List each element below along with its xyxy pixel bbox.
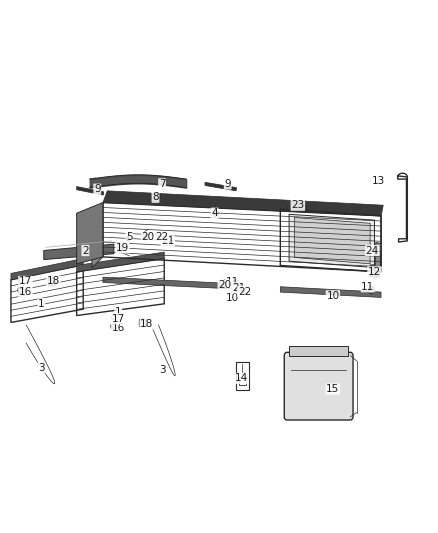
Circle shape — [111, 322, 117, 330]
Text: 18: 18 — [140, 319, 153, 329]
Polygon shape — [103, 191, 383, 216]
Circle shape — [164, 238, 167, 243]
Circle shape — [155, 193, 160, 199]
Text: 9: 9 — [94, 184, 101, 194]
Polygon shape — [92, 203, 103, 268]
Circle shape — [126, 237, 130, 241]
Circle shape — [236, 286, 239, 290]
Polygon shape — [11, 259, 83, 280]
Circle shape — [368, 286, 374, 294]
Text: 5: 5 — [126, 232, 133, 242]
Text: 19: 19 — [116, 243, 129, 253]
Text: 4: 4 — [211, 208, 218, 218]
Text: 11: 11 — [226, 278, 239, 287]
Text: 15: 15 — [326, 384, 339, 394]
Text: 3: 3 — [38, 363, 45, 373]
FancyBboxPatch shape — [139, 319, 146, 327]
FancyBboxPatch shape — [370, 265, 380, 277]
Text: 21: 21 — [161, 236, 174, 246]
FancyBboxPatch shape — [48, 279, 55, 286]
Text: 17: 17 — [19, 277, 32, 286]
Text: 24: 24 — [366, 246, 379, 255]
Circle shape — [18, 286, 24, 294]
Text: 14: 14 — [235, 374, 248, 383]
Polygon shape — [77, 252, 164, 272]
Text: 11: 11 — [361, 282, 374, 292]
Text: 10: 10 — [326, 291, 339, 301]
Text: 2: 2 — [82, 246, 89, 255]
Text: 1: 1 — [38, 299, 45, 309]
Polygon shape — [375, 243, 381, 272]
Circle shape — [233, 280, 239, 287]
Text: 9: 9 — [224, 179, 231, 189]
Circle shape — [117, 245, 123, 252]
Text: 13: 13 — [372, 176, 385, 186]
FancyBboxPatch shape — [284, 352, 353, 420]
Text: 23: 23 — [291, 200, 304, 210]
Text: 3: 3 — [159, 366, 166, 375]
Circle shape — [213, 210, 218, 216]
Polygon shape — [289, 346, 348, 356]
Polygon shape — [205, 182, 237, 191]
Circle shape — [222, 283, 226, 288]
Polygon shape — [280, 287, 381, 297]
Text: 8: 8 — [152, 192, 159, 202]
Polygon shape — [77, 187, 104, 195]
Polygon shape — [294, 217, 370, 264]
Text: 22: 22 — [238, 287, 251, 296]
Polygon shape — [77, 203, 103, 264]
Text: 22: 22 — [155, 232, 169, 242]
Text: 20: 20 — [218, 280, 231, 290]
Text: 18: 18 — [47, 277, 60, 286]
Circle shape — [144, 234, 148, 239]
Text: 21: 21 — [232, 283, 245, 293]
Text: 1: 1 — [115, 307, 122, 317]
Text: 16: 16 — [19, 287, 32, 296]
Text: 16: 16 — [112, 323, 125, 333]
Polygon shape — [44, 244, 114, 260]
Polygon shape — [103, 277, 232, 289]
Polygon shape — [289, 214, 374, 268]
Text: 10: 10 — [226, 294, 239, 303]
Text: 12: 12 — [368, 267, 381, 277]
Text: 7: 7 — [159, 179, 166, 189]
Text: 20: 20 — [141, 232, 155, 242]
Text: 17: 17 — [112, 314, 125, 324]
